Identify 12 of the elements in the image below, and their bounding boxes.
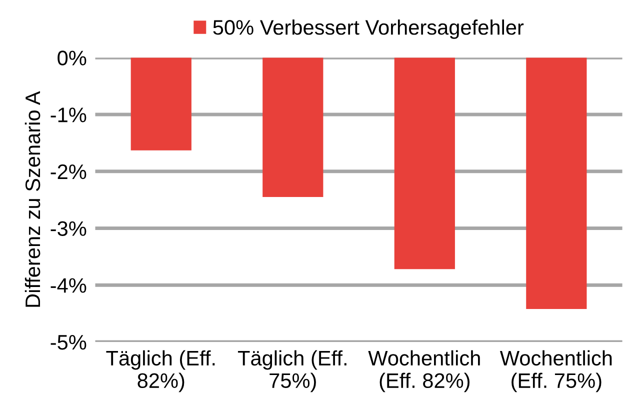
y-tick-label: -4% xyxy=(50,278,86,293)
y-axis-title: Differenz zu Szenario A xyxy=(24,91,40,307)
x-tick-label: Täglich (Eff. 82%) xyxy=(106,350,215,392)
x-tick-label: Wochentlich (Eff. 82%) xyxy=(368,350,480,392)
y-tick-label: -1% xyxy=(50,108,86,122)
legend-label: 50% Verbessert Vorhersagefehler xyxy=(213,20,524,39)
x-tick-label: Wochentlich (Eff. 75%) xyxy=(500,350,612,392)
y-tick-label: 0% xyxy=(58,50,86,66)
y-tick-label: -2% xyxy=(50,164,86,180)
y-tick-label: -3% xyxy=(50,221,86,236)
y-tick-label: -5% xyxy=(50,335,86,350)
x-tick-label: Täglich (Eff. 75%) xyxy=(238,350,346,392)
